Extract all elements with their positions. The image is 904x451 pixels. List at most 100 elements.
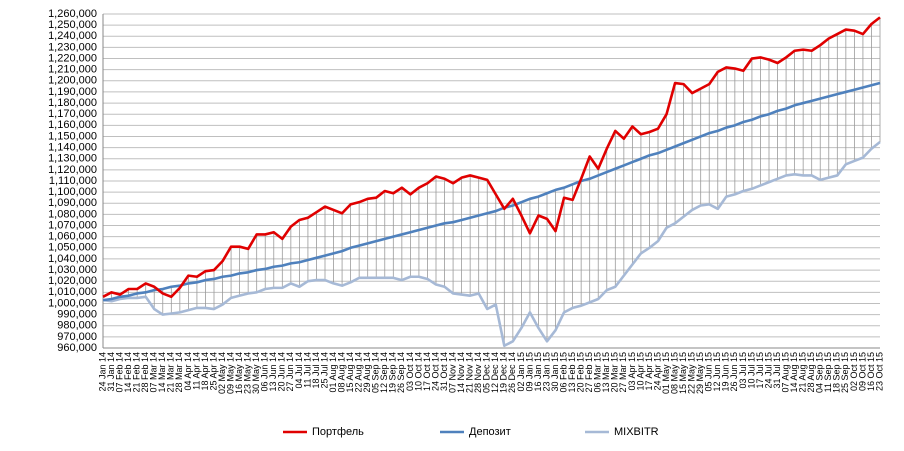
y-tick-label: 1,230,000 <box>48 41 97 53</box>
x-tick-label: 24 Oct 14 <box>430 352 440 391</box>
y-tick-label: 1,050,000 <box>48 242 97 254</box>
y-tick-label: 1,030,000 <box>48 264 97 276</box>
x-tick-label: 04 Apr 14 <box>183 352 193 391</box>
x-tick-label: 06 Feb 15 <box>558 352 568 393</box>
x-tick-label: 28 Feb 14 <box>140 352 150 393</box>
x-tick-label: 14 Feb 14 <box>123 352 133 393</box>
x-tick-label: 25 Apr 14 <box>208 352 218 391</box>
x-tick-label: 12 Dec 14 <box>490 352 500 393</box>
y-tick-label: 1,110,000 <box>49 175 97 187</box>
x-tick-label: 11 Apr 14 <box>191 352 201 390</box>
x-tick-label: 07 Feb 14 <box>114 352 124 393</box>
x-tick-label: 02 May 14 <box>217 352 227 394</box>
x-tick-label: 03 Oct 14 <box>405 352 415 391</box>
x-tick-label: 31 Jan 14 <box>106 352 116 392</box>
x-tick-label: 31 Jul 15 <box>772 352 782 389</box>
x-tick-label: 10 Jul 15 <box>746 352 756 389</box>
x-tick-label: 09 May 14 <box>225 352 235 394</box>
x-tick-label: 04 Jul 14 <box>294 352 304 389</box>
x-tick-label: 10 Apr 15 <box>635 352 645 391</box>
x-tick-label: 29 May 15 <box>695 352 705 394</box>
x-tick-label: 19 Sep 14 <box>388 352 398 393</box>
y-tick-label: 1,140,000 <box>48 142 97 154</box>
x-tick-label: 09 Jan 15 <box>524 352 534 392</box>
x-tick-label: 04 Sep 15 <box>815 352 825 393</box>
y-tick-label: 1,120,000 <box>48 164 97 176</box>
x-tick-label: 22 Aug 14 <box>354 352 364 393</box>
x-tick-label: 15 May 15 <box>678 352 688 394</box>
x-tick-label: 05 Dec 14 <box>482 352 492 393</box>
x-tick-label: 23 Jan 15 <box>541 352 551 392</box>
y-tick-label: 1,090,000 <box>48 197 97 209</box>
x-tick-label: 12 Sep 14 <box>379 352 389 393</box>
legend-label: Депозит <box>469 426 511 438</box>
series-line <box>102 16 881 299</box>
x-tick-label: 16 Oct 15 <box>866 352 876 391</box>
y-tick-label: 1,190,000 <box>48 86 97 98</box>
x-tick-label: 27 Feb 15 <box>584 352 594 393</box>
y-tick-label: 970,000 <box>57 331 97 343</box>
x-tick-label: 05 Sep 14 <box>371 352 381 393</box>
x-tick-label: 07 Aug 15 <box>780 352 790 393</box>
x-tick-label: 05 Jun 15 <box>704 352 714 392</box>
x-tick-label: 20 Jun 14 <box>277 352 287 392</box>
y-tick-label: 1,210,000 <box>48 64 97 76</box>
x-tick-label: 09 Oct 15 <box>857 352 867 391</box>
x-tick-label: 02 Oct 15 <box>849 352 859 391</box>
x-tick-label: 14 Nov 14 <box>456 352 466 393</box>
y-tick-label: 1,170,000 <box>48 108 97 120</box>
x-tick-label: 24 Apr 15 <box>652 352 662 391</box>
x-tick-label: 26 Jun 15 <box>729 352 739 392</box>
x-tick-label: 27 Mar 15 <box>618 352 628 393</box>
x-tick-label: 30 May 14 <box>251 352 261 394</box>
legend-label: Портфель <box>312 426 364 438</box>
x-tick-label: 28 Nov 14 <box>473 352 483 393</box>
x-tick-label: 16 Jan 15 <box>533 352 543 392</box>
x-tick-label: 26 Sep 14 <box>396 352 406 393</box>
y-tick-label: 1,200,000 <box>48 75 97 87</box>
y-tick-label: 1,240,000 <box>48 30 97 42</box>
legend-label: MIXBITR <box>614 426 659 438</box>
x-tick-label: 13 Jun 14 <box>268 352 278 392</box>
y-tick-label: 1,130,000 <box>48 153 97 165</box>
x-tick-label: 17 Oct 14 <box>422 352 432 391</box>
series-line <box>102 141 881 348</box>
x-tick-label: 08 Aug 14 <box>336 352 346 393</box>
x-tick-label: 07 Mar 14 <box>149 352 159 393</box>
x-tick-label: 23 May 14 <box>243 352 253 394</box>
x-tick-label: 25 Sep 15 <box>840 352 850 393</box>
y-tick-label: 1,150,000 <box>48 130 97 142</box>
x-tick-label: 13 Mar 15 <box>601 352 611 393</box>
x-tick-label: 21 Mar 14 <box>166 352 176 393</box>
y-tick-label: 1,080,000 <box>48 208 97 220</box>
y-tick-label: 1,000,000 <box>48 297 97 309</box>
x-tick-label: 28 Mar 14 <box>174 352 184 393</box>
x-tick-label: 01 Aug 14 <box>328 352 338 393</box>
x-tick-label: 20 Mar 15 <box>610 352 620 393</box>
y-tick-label: 1,250,000 <box>48 19 97 31</box>
y-tick-label: 1,260,000 <box>48 8 97 20</box>
x-tick-label: 17 Jul 15 <box>755 352 765 389</box>
x-tick-label: 29 Aug 14 <box>362 352 372 393</box>
y-tick-label: 1,160,000 <box>48 119 97 131</box>
y-tick-label: 1,040,000 <box>48 253 97 265</box>
y-tick-label: 1,070,000 <box>48 219 97 231</box>
x-tick-label: 24 Jan 14 <box>97 352 107 392</box>
x-tick-label: 14 Mar 14 <box>157 352 167 393</box>
x-tick-label: 25 Jul 14 <box>319 352 329 389</box>
x-tick-label: 19 Dec 14 <box>499 352 509 393</box>
y-tick-label: 1,100,000 <box>48 186 97 198</box>
x-tick-label: 02 Jan 15 <box>516 352 526 392</box>
x-tick-label: 16 May 14 <box>234 352 244 394</box>
x-tick-label: 22 May 15 <box>687 352 697 394</box>
x-tick-label: 28 Aug 15 <box>806 352 816 393</box>
x-tick-label: 15 Aug 14 <box>345 352 355 393</box>
x-tick-label: 10 Oct 14 <box>413 352 423 391</box>
x-tick-label: 07 Nov 14 <box>447 352 457 393</box>
x-tick-label: 23 Oct 15 <box>874 352 884 391</box>
x-tick-label: 21 Feb 14 <box>132 352 142 393</box>
x-tick-label: 06 Jun 14 <box>260 352 270 392</box>
x-tick-label: 18 Jul 14 <box>311 352 321 389</box>
x-tick-label: 24 Jul 15 <box>763 352 773 389</box>
